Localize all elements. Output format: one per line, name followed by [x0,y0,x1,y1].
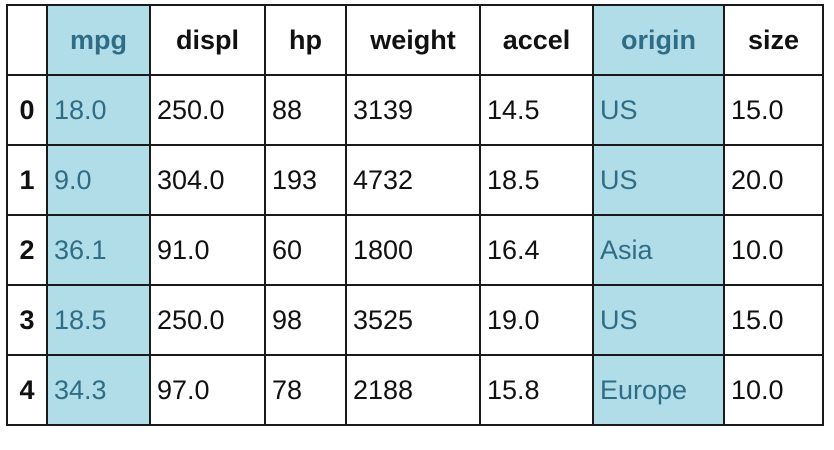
cell-weight: 3525 [345,284,481,356]
column-header-size: size [723,4,824,76]
table-row: 3 18.5 250.0 98 3525 19.0 US 15.0 [6,284,824,356]
dataframe-view: mpg displ hp weight accel origin size 0 … [6,4,824,426]
column-header-weight: weight [345,4,481,76]
cell-accel: 18.5 [479,144,594,216]
cell-displ: 250.0 [149,74,266,146]
column-header-hp: hp [264,4,347,76]
cell-mpg: 36.1 [46,214,151,286]
cell-hp: 193 [264,144,347,216]
cell-mpg: 18.5 [46,284,151,356]
cell-displ: 97.0 [149,354,266,426]
column-header-origin: origin [592,4,725,76]
cell-displ: 304.0 [149,144,266,216]
cell-hp: 88 [264,74,347,146]
table-row: 4 34.3 97.0 78 2188 15.8 Europe 10.0 [6,354,824,426]
cell-accel: 16.4 [479,214,594,286]
row-index: 0 [6,74,48,146]
cell-size: 10.0 [723,214,824,286]
row-index: 4 [6,354,48,426]
cell-size: 20.0 [723,144,824,216]
cell-hp: 98 [264,284,347,356]
row-index: 3 [6,284,48,356]
cell-origin: US [592,74,725,146]
cell-accel: 19.0 [479,284,594,356]
index-header [6,4,48,76]
cell-mpg: 34.3 [46,354,151,426]
cell-mpg: 18.0 [46,74,151,146]
cell-weight: 1800 [345,214,481,286]
table-row: 0 18.0 250.0 88 3139 14.5 US 15.0 [6,74,824,146]
cell-weight: 3139 [345,74,481,146]
cell-origin: US [592,144,725,216]
cell-displ: 91.0 [149,214,266,286]
column-header-accel: accel [479,4,594,76]
cell-accel: 15.8 [479,354,594,426]
table-row: 2 36.1 91.0 60 1800 16.4 Asia 10.0 [6,214,824,286]
cell-hp: 60 [264,214,347,286]
cell-hp: 78 [264,354,347,426]
cell-size: 15.0 [723,74,824,146]
cell-mpg: 9.0 [46,144,151,216]
column-header-mpg: mpg [46,4,151,76]
cell-size: 15.0 [723,284,824,356]
cell-accel: 14.5 [479,74,594,146]
cell-origin: Europe [592,354,725,426]
cell-size: 10.0 [723,354,824,426]
row-index: 2 [6,214,48,286]
header-row: mpg displ hp weight accel origin size [6,4,824,76]
cell-origin: Asia [592,214,725,286]
cell-weight: 4732 [345,144,481,216]
row-index: 1 [6,144,48,216]
dataframe-table: mpg displ hp weight accel origin size 0 … [6,4,824,426]
table-row: 1 9.0 304.0 193 4732 18.5 US 20.0 [6,144,824,216]
cell-displ: 250.0 [149,284,266,356]
cell-weight: 2188 [345,354,481,426]
cell-origin: US [592,284,725,356]
column-header-displ: displ [149,4,266,76]
